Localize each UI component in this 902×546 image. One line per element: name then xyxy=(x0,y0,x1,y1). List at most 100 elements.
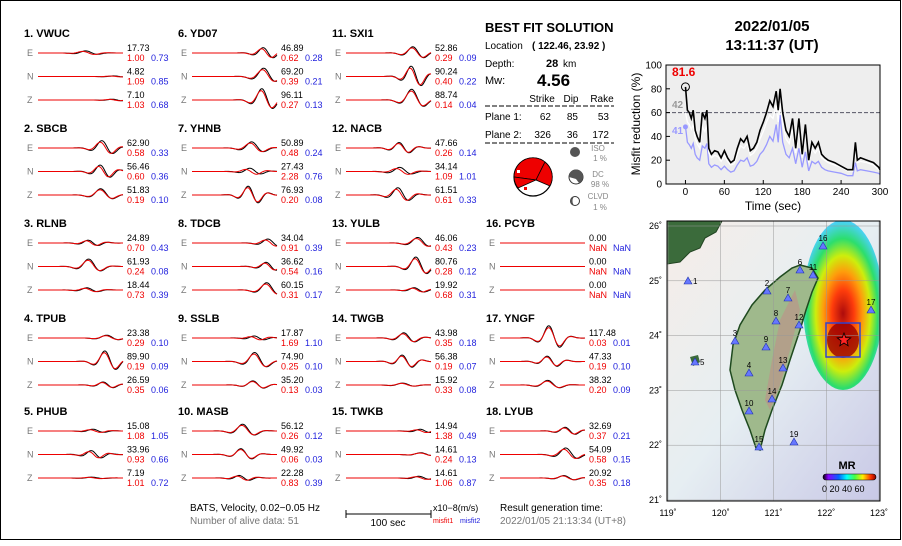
synthetic-waveform xyxy=(346,47,432,58)
peak-amplitude: 17.87 xyxy=(281,328,304,338)
station-name: 18. LYUB xyxy=(486,406,533,418)
misfit1-value: NaN xyxy=(589,267,607,277)
component-label: Z xyxy=(27,473,33,483)
station-number: 13 xyxy=(779,356,788,365)
misfit2-value: NaN xyxy=(613,290,631,300)
peak-amplitude: 54.09 xyxy=(589,445,612,455)
colorbar xyxy=(822,473,877,481)
station-number: 19 xyxy=(790,430,799,439)
station-triangle-icon xyxy=(818,241,828,250)
station-number: 8 xyxy=(774,309,779,318)
misfit1-value: 0.58 xyxy=(589,455,607,465)
misfit1-value: 0.83 xyxy=(281,478,299,488)
component-label: E xyxy=(27,48,33,58)
iso-label: ISO xyxy=(591,144,605,153)
iso-icon xyxy=(570,147,580,157)
synthetic-waveform xyxy=(346,355,431,368)
station-panel: 10. MASB E 56.120.26 0.12 N 49.920.06 0.03 Z 22.… xyxy=(178,406,323,488)
station-panel: 17. YNGF E 117.480.03 0.01 N 47.330.19 0.10 Z 38… xyxy=(486,313,631,395)
component-label: N xyxy=(27,167,34,177)
misfit1-value: 0.26 xyxy=(281,431,299,441)
misfit1-value: 0.39 xyxy=(281,77,299,87)
component-label: E xyxy=(335,426,341,436)
component-label: N xyxy=(27,72,34,82)
station-panel: 18. LYUB E 32.690.37 0.21 N 54.090.58 0.15 Z 20.… xyxy=(486,406,631,488)
peak-amplitude: 14.94 xyxy=(435,421,458,431)
component-label: N xyxy=(335,72,342,82)
component-label: E xyxy=(489,238,495,248)
station-map: 119˚ 120˚ 121˚ 122˚ 123˚ 26˚ 25˚ 24˚ 23˚ 22˚ 21˚ 1… xyxy=(649,220,888,518)
misfit1-legend: misfit1 xyxy=(433,518,453,525)
station-name: 14. TWGB xyxy=(332,313,384,325)
misfit1-value: 1.03 xyxy=(127,100,145,110)
station-name: 13. YULB xyxy=(332,218,380,230)
station-triangle-icon xyxy=(730,336,740,345)
component-label: E xyxy=(181,333,187,343)
station-name: 4. TPUB xyxy=(24,313,66,325)
misfit1-value: 1.01 xyxy=(127,478,145,488)
epicenter-star-icon xyxy=(836,331,852,347)
misfit1-value: 1.00 xyxy=(127,53,145,63)
synthetic-waveform xyxy=(38,381,124,388)
x-tick-label: 180 xyxy=(794,187,811,198)
latitude-tick: 23˚ xyxy=(649,385,662,395)
time-scale-label: 100 sec xyxy=(370,518,405,529)
colorbar-ticks: 0 20 40 60 xyxy=(822,484,865,494)
misfit1-value: 0.13 xyxy=(281,385,299,395)
plane2-strike: 326 xyxy=(534,130,551,141)
peak-value-label: 81.6 xyxy=(672,65,696,79)
station-number: 9 xyxy=(764,335,769,344)
station-panel: 14. TWGB E 43.980.35 0.18 N 56.380.19 0.07 Z 15.… xyxy=(332,313,477,395)
iso-value: 1 % xyxy=(593,154,607,163)
station-panel: 8. TDCB E 34.040.91 0.39 N 36.620.54 0.16 Z 60.1… xyxy=(178,218,323,300)
misfit2-value: 0.08 xyxy=(305,195,323,205)
x-tick-label: 300 xyxy=(872,187,889,198)
peak-amplitude: 34.14 xyxy=(435,162,458,172)
component-label: N xyxy=(27,450,34,460)
misfit1-value: 0.03 xyxy=(589,338,607,348)
synthetic-waveform xyxy=(38,166,124,178)
blue-start-marker xyxy=(682,124,688,130)
x-tick-label: 60 xyxy=(719,187,731,198)
peak-amplitude: 0.00 xyxy=(589,233,607,243)
x-axis-label: Time (sec) xyxy=(745,199,801,213)
synthetic-waveform xyxy=(38,287,123,293)
misfit2-value: NaN xyxy=(613,243,631,253)
misfit2-value: 1.10 xyxy=(305,338,323,348)
station-name: 3. RLNB xyxy=(24,218,67,230)
misfit1-value: 0.73 xyxy=(127,290,145,300)
synthetic-waveform xyxy=(192,69,278,82)
station-number: 15 xyxy=(755,435,764,444)
header-dip: Dip xyxy=(563,94,578,105)
synthetic-waveform xyxy=(38,141,123,154)
component-label: N xyxy=(181,72,188,82)
misfit2-value: 0.04 xyxy=(459,100,477,110)
peak-amplitude: 60.15 xyxy=(281,280,304,290)
misfit1-value: 0.25 xyxy=(281,362,299,372)
station-number: 14 xyxy=(768,387,777,396)
synthetic-waveform xyxy=(346,142,431,153)
peak-amplitude: 18.44 xyxy=(127,280,150,290)
station-number: 2 xyxy=(765,279,770,288)
synthetic-waveform xyxy=(346,452,431,456)
component-label: E xyxy=(335,48,341,58)
peak-amplitude: 15.08 xyxy=(127,421,150,431)
solution-title: BEST FIT SOLUTION xyxy=(485,20,614,35)
misfit2-legend: misfit2 xyxy=(460,518,480,525)
station-name: 17. YNGF xyxy=(486,313,535,325)
peak-marker xyxy=(680,82,690,92)
component-label: Z xyxy=(335,285,341,295)
synthetic-waveform xyxy=(38,189,124,199)
misfit2-value: 0.33 xyxy=(459,195,477,205)
component-label: Z xyxy=(181,190,187,200)
misfit2-value: 1.05 xyxy=(151,431,169,441)
synthetic-waveform xyxy=(38,352,124,370)
misfit2-value: 0.09 xyxy=(151,362,169,372)
plane1-label: Plane 1: xyxy=(485,112,522,123)
misfit2-value: 0.85 xyxy=(151,77,169,87)
x-tick-label: 120 xyxy=(755,187,772,198)
plane1-rake: 53 xyxy=(598,112,610,123)
synthetic-waveform xyxy=(192,48,278,58)
synthetic-waveform xyxy=(192,187,278,203)
